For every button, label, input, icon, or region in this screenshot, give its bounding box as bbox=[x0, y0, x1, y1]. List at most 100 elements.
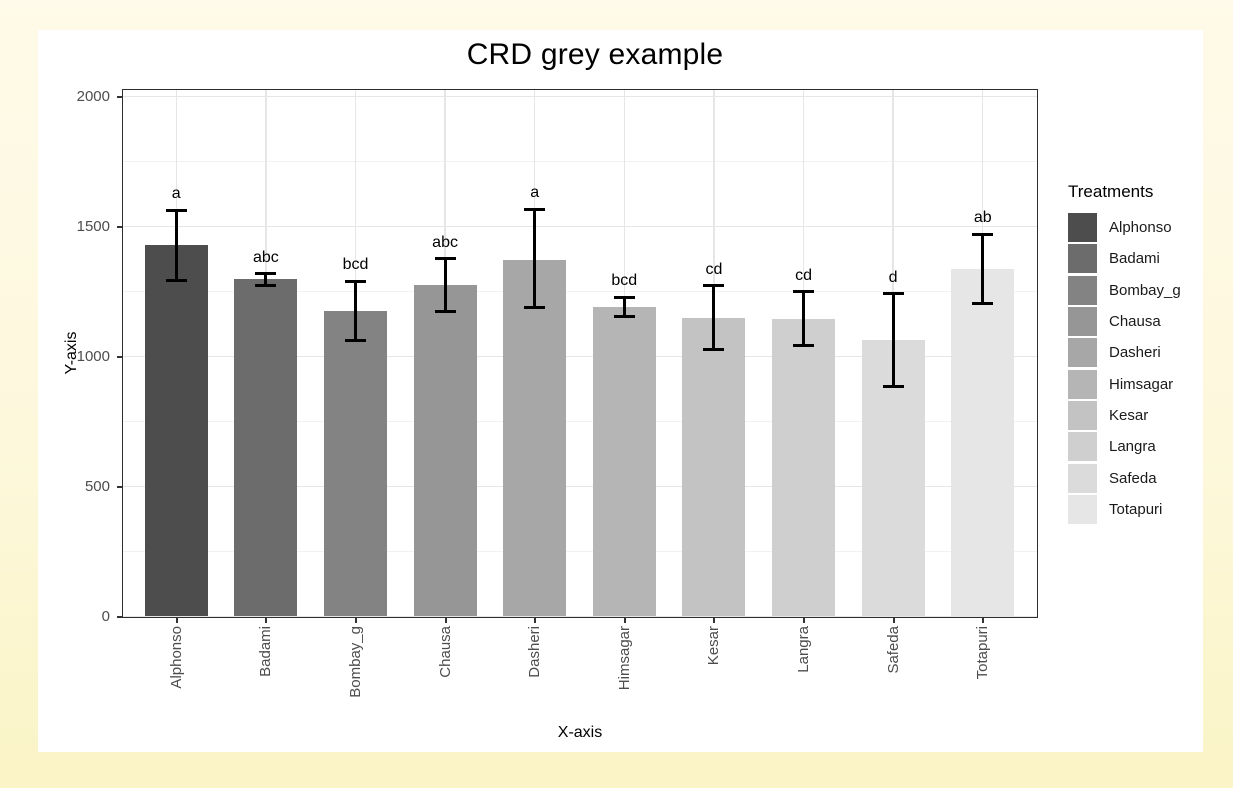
error-bar-cap-bottom bbox=[524, 306, 546, 310]
x-tick-label-alphonso: Alphonso bbox=[167, 626, 185, 689]
error-bar-cap-top bbox=[524, 207, 546, 211]
y-tick-label: 1000 bbox=[76, 347, 110, 365]
y-tick-label: 1500 bbox=[76, 217, 110, 235]
legend-item-safeda: Safeda bbox=[1068, 463, 1157, 493]
gridline-minor bbox=[122, 550, 1037, 552]
legend-key-bombay_g bbox=[1068, 275, 1097, 305]
bar-chausa bbox=[413, 284, 477, 617]
gridline-major bbox=[122, 615, 1037, 617]
legend-key-alphonso bbox=[1068, 213, 1097, 242]
error-bar-cap-top bbox=[434, 257, 456, 261]
legend-item-badami: Badami bbox=[1068, 244, 1160, 274]
legend-label: Kesar bbox=[1109, 407, 1149, 425]
x-tick-label-badami: Badami bbox=[257, 626, 275, 677]
error-bar bbox=[622, 297, 626, 317]
error-bar-cap-bottom bbox=[165, 278, 187, 282]
x-tick-mark bbox=[713, 617, 716, 623]
error-bar-cap-top bbox=[793, 290, 815, 294]
y-tick-label: 0 bbox=[101, 608, 110, 625]
y-tick-mark bbox=[117, 616, 123, 618]
gridline-major bbox=[122, 95, 1037, 97]
error-bar-cap-top bbox=[165, 208, 187, 212]
error-bar bbox=[712, 285, 716, 350]
error-bar-cap-bottom bbox=[613, 315, 635, 319]
legend-item-langra: Langra bbox=[1068, 432, 1156, 462]
legend-key-safeda bbox=[1068, 463, 1097, 493]
legend-label: Safeda bbox=[1109, 469, 1157, 487]
error-bar-cap-bottom bbox=[255, 284, 277, 288]
legend-label: Chausa bbox=[1109, 313, 1161, 331]
error-bar bbox=[891, 293, 895, 387]
error-bar-cap-top bbox=[613, 295, 635, 299]
sig-letter: ab bbox=[973, 209, 992, 227]
legend-key-kesar bbox=[1068, 401, 1097, 431]
x-tick-mark bbox=[265, 617, 268, 623]
x-tick-label-bombay_g: Bombay_g bbox=[346, 626, 364, 698]
bar-alphonso bbox=[144, 244, 208, 617]
error-bar-cap-top bbox=[972, 232, 994, 236]
gridline-major bbox=[122, 485, 1037, 488]
sig-letter: bcd bbox=[342, 256, 369, 274]
legend-label: Dasheri bbox=[1109, 344, 1161, 362]
legend-label: Totapuri bbox=[1109, 501, 1163, 519]
x-tick-label-dasheri: Dasheri bbox=[526, 626, 544, 678]
legend-label: Himsagar bbox=[1109, 375, 1174, 393]
error-bar-cap-bottom bbox=[793, 343, 815, 347]
error-bar-cap-bottom bbox=[703, 348, 725, 352]
gridline-major bbox=[122, 225, 1037, 228]
error-bar bbox=[802, 291, 806, 346]
error-bar bbox=[353, 281, 357, 341]
y-tick-mark bbox=[117, 485, 123, 488]
legend-item-kesar: Kesar bbox=[1068, 401, 1149, 431]
sig-letter: abc bbox=[252, 248, 279, 266]
error-bar-cap-bottom bbox=[882, 385, 904, 389]
y-tick-label: 2000 bbox=[76, 87, 110, 105]
error-bar bbox=[264, 273, 268, 286]
x-tick-label-totapuri: Totapuri bbox=[974, 626, 992, 680]
gridline-minor bbox=[122, 420, 1037, 422]
x-tick-label-kesar: Kesar bbox=[705, 626, 723, 666]
legend-label: Langra bbox=[1109, 438, 1156, 456]
legend-key-badami bbox=[1068, 244, 1097, 274]
gridline-minor bbox=[122, 160, 1037, 162]
error-bar bbox=[443, 258, 447, 312]
legend-key-chausa bbox=[1068, 307, 1097, 337]
error-bar-cap-bottom bbox=[344, 339, 366, 343]
sig-letter: abc bbox=[432, 233, 458, 251]
legend-item-chausa: Chausa bbox=[1068, 307, 1161, 337]
x-tick-label-himsagar: Himsagar bbox=[615, 626, 633, 691]
x-tick-mark bbox=[534, 617, 537, 623]
chart-title: CRD grey example bbox=[466, 38, 724, 71]
x-tick-label-chausa: Chausa bbox=[436, 626, 454, 678]
error-bar-cap-bottom bbox=[434, 309, 456, 313]
bar-dasheri bbox=[503, 259, 567, 617]
y-tick-label: 500 bbox=[84, 477, 110, 495]
bar-langra bbox=[772, 318, 836, 617]
sig-letter: cd bbox=[795, 266, 812, 284]
plot-card: CRD grey example a abc bcd abc a bcd cd cd d ab 0… bbox=[38, 30, 1203, 752]
legend-label: Bombay_g bbox=[1109, 281, 1181, 299]
x-axis-title: X-axis bbox=[557, 724, 603, 741]
x-tick-mark bbox=[444, 617, 447, 623]
error-bar bbox=[981, 234, 985, 304]
gridline-major bbox=[122, 355, 1037, 358]
error-bar bbox=[174, 210, 178, 281]
sig-letter: cd bbox=[705, 260, 723, 278]
y-tick-mark bbox=[117, 225, 123, 228]
x-tick-label-langra: Langra bbox=[795, 626, 813, 673]
error-bar-cap-top bbox=[703, 284, 725, 288]
legend-item-bombay_g: Bombay_g bbox=[1068, 275, 1181, 305]
sig-letter: a bbox=[171, 185, 181, 203]
legend-key-himsagar bbox=[1068, 369, 1097, 399]
bar-totapuri bbox=[951, 268, 1015, 617]
legend-item-alphonso: Alphonso bbox=[1068, 213, 1172, 242]
y-tick-mark bbox=[117, 355, 123, 358]
legend-item-dasheri: Dasheri bbox=[1068, 338, 1161, 368]
sig-letter: a bbox=[530, 184, 540, 202]
legend-key-totapuri bbox=[1068, 495, 1097, 525]
bar-kesar bbox=[682, 318, 746, 617]
x-tick-mark bbox=[803, 617, 806, 623]
gridline-minor bbox=[122, 290, 1037, 292]
legend-item-totapuri: Totapuri bbox=[1068, 495, 1163, 525]
